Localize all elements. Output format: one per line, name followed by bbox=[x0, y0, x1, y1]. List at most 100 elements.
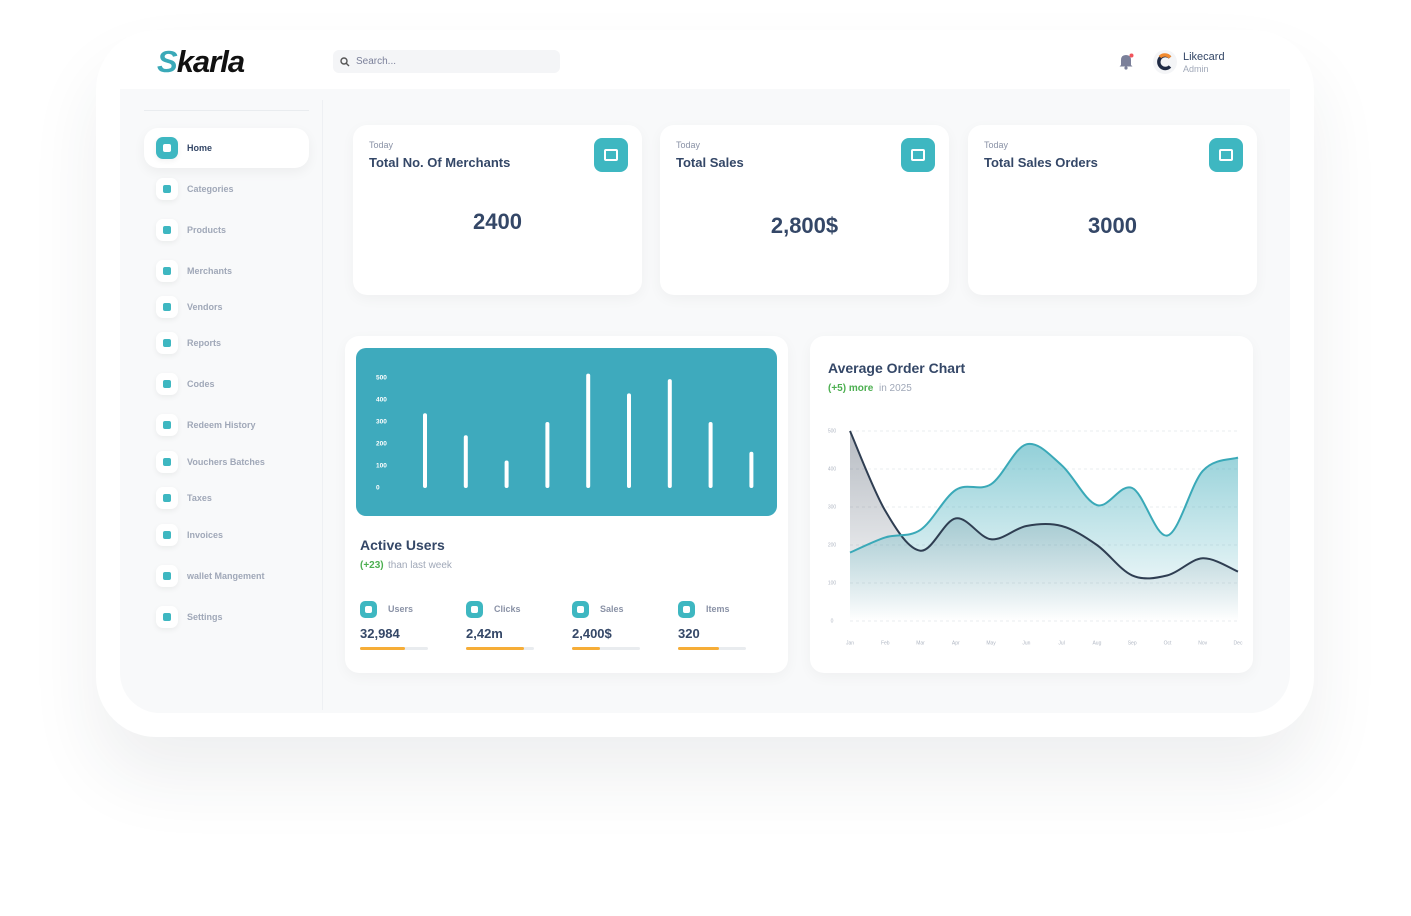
stat-period: Today bbox=[369, 140, 394, 150]
nav-label[interactable]: wallet Mangement bbox=[187, 571, 265, 581]
stat-icon-glyph bbox=[604, 149, 618, 161]
nav-icon[interactable] bbox=[156, 565, 178, 587]
order-chart-card: Average Order Chart (+5) more in 2025 0 1… bbox=[810, 336, 1253, 673]
stat-value: 2,800$ bbox=[770, 213, 839, 238]
search-box[interactable]: Search... bbox=[333, 50, 560, 73]
nav-icon[interactable] bbox=[156, 296, 178, 318]
nav-label[interactable]: Taxes bbox=[187, 493, 212, 503]
nav-icon[interactable] bbox=[156, 606, 178, 628]
metric-glyph bbox=[365, 606, 372, 613]
metric-icon bbox=[466, 601, 483, 618]
progress-bar bbox=[466, 647, 525, 650]
y-tick-label: 0 bbox=[831, 618, 834, 624]
stat-icon-glyph bbox=[1219, 149, 1233, 161]
notification-bell[interactable] bbox=[1117, 52, 1135, 70]
x-tick-label: Jun bbox=[1022, 640, 1030, 646]
metric-value: 2,42m bbox=[466, 626, 503, 641]
stat-icon bbox=[901, 138, 935, 172]
chart-title: Average Order Chart bbox=[828, 360, 966, 376]
stat-value: 3000 bbox=[1088, 213, 1137, 238]
nav-label[interactable]: Redeem History bbox=[187, 420, 256, 430]
nav-icon[interactable] bbox=[156, 451, 178, 473]
user-avatar[interactable] bbox=[1152, 49, 1178, 75]
nav-glyph bbox=[163, 613, 171, 621]
nav-icon[interactable] bbox=[156, 332, 178, 354]
metric-glyph bbox=[471, 606, 478, 613]
nav-label[interactable]: Vouchers Batches bbox=[187, 457, 265, 467]
metric-value: 32,984 bbox=[360, 626, 400, 641]
nav-glyph bbox=[163, 572, 171, 580]
x-tick-label: Nov bbox=[1198, 640, 1207, 646]
stat-card: Today Total Sales Orders 3000 bbox=[968, 125, 1257, 295]
nav-glyph bbox=[163, 226, 171, 234]
nav-icon[interactable] bbox=[156, 260, 178, 282]
nav-icon[interactable] bbox=[156, 414, 178, 436]
bar bbox=[667, 379, 672, 488]
x-tick-label: May bbox=[986, 640, 996, 646]
bar bbox=[749, 451, 754, 488]
bar bbox=[627, 393, 631, 488]
stat-card: Today Total No. Of Merchants 2400 bbox=[353, 125, 642, 295]
stat-icon-glyph bbox=[911, 149, 925, 161]
nav-glyph bbox=[163, 339, 171, 347]
nav-label[interactable]: Settings bbox=[187, 612, 223, 622]
nav-label[interactable]: Products bbox=[187, 225, 227, 235]
progress-bar bbox=[572, 647, 600, 650]
nav-label[interactable]: Invoices bbox=[187, 530, 224, 540]
nav-glyph bbox=[163, 421, 171, 429]
bar bbox=[708, 422, 713, 488]
x-tick-label: Mar bbox=[916, 640, 925, 646]
metric-icon bbox=[360, 601, 377, 618]
x-tick-label: Jan bbox=[846, 640, 854, 646]
y-tick-label: 200 bbox=[828, 542, 837, 548]
nav-icon[interactable] bbox=[156, 178, 178, 200]
y-tick-label: 0 bbox=[376, 485, 380, 492]
bar bbox=[423, 413, 427, 488]
nav-icon[interactable] bbox=[156, 137, 178, 159]
stat-period: Today bbox=[984, 140, 1009, 150]
bar bbox=[463, 435, 468, 488]
metric-label: Clicks bbox=[494, 604, 521, 614]
nav-icon[interactable] bbox=[156, 524, 178, 546]
bar-chart-box: 0 100 200 300 400 500 bbox=[356, 348, 777, 516]
nav-glyph bbox=[163, 494, 171, 502]
nav-icon[interactable] bbox=[156, 373, 178, 395]
stat-icon bbox=[594, 138, 628, 172]
stat-title: Total Sales bbox=[676, 155, 744, 170]
x-tick-label: Aug bbox=[1092, 640, 1101, 646]
nav-icon[interactable] bbox=[156, 487, 178, 509]
search-placeholder: Search... bbox=[356, 56, 397, 67]
nav-glyph bbox=[163, 303, 171, 311]
change-text: than last week bbox=[388, 560, 452, 571]
metric-value: 2,400$ bbox=[572, 626, 612, 641]
bar bbox=[504, 460, 509, 488]
y-tick-label: 200 bbox=[376, 441, 387, 448]
nav-glyph bbox=[163, 458, 171, 466]
x-tick-label: Apr bbox=[952, 640, 960, 646]
nav-label[interactable]: Merchants bbox=[187, 266, 233, 276]
user-role: Admin bbox=[1183, 64, 1209, 74]
nav-label[interactable]: Reports bbox=[187, 338, 222, 348]
logo[interactable]: Skarla bbox=[157, 44, 245, 79]
nav-icon[interactable] bbox=[156, 219, 178, 241]
stat-period: Today bbox=[676, 140, 701, 150]
nav-glyph bbox=[163, 531, 171, 539]
active-users-card: 0 100 200 300 400 500 Active Users (+23) than… bbox=[345, 336, 788, 673]
bar bbox=[586, 373, 591, 488]
card-title: Active Users bbox=[360, 537, 445, 553]
nav-label[interactable]: Codes bbox=[187, 379, 215, 389]
nav-label[interactable]: Categories bbox=[187, 184, 234, 194]
x-tick-label: Dec bbox=[1234, 640, 1243, 646]
metric-icon bbox=[572, 601, 589, 618]
user-name: Likecard bbox=[1183, 51, 1225, 63]
y-tick-label: 100 bbox=[828, 580, 837, 586]
y-tick-label: 300 bbox=[376, 419, 387, 426]
change: (+23) bbox=[360, 560, 384, 571]
metric-label: Users bbox=[388, 604, 414, 614]
metric-glyph bbox=[683, 606, 690, 613]
line bbox=[849, 442, 1239, 554]
nav-label[interactable]: Vendors bbox=[187, 302, 223, 312]
nav-glyph bbox=[163, 267, 171, 275]
nav-label[interactable]: Home bbox=[187, 143, 213, 153]
